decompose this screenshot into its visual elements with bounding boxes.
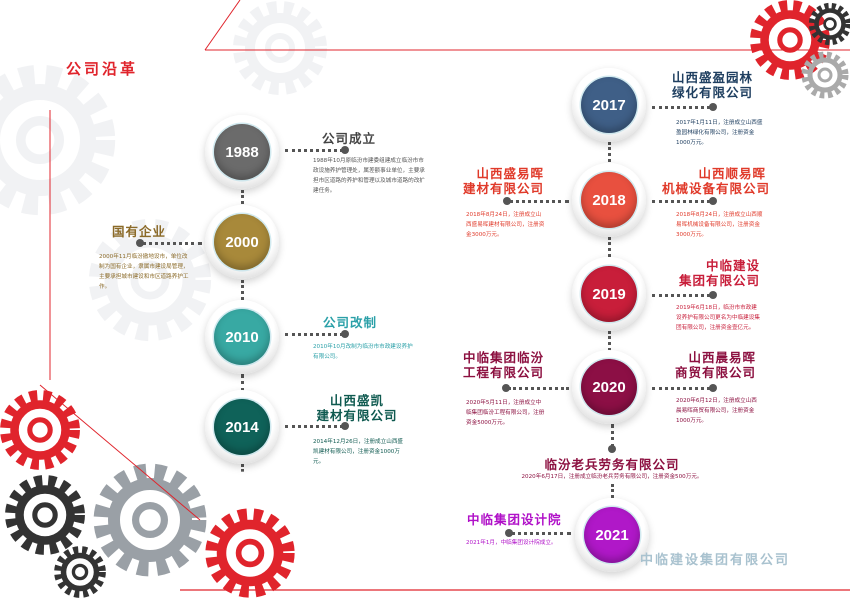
event-title-right: 山西晨易晖 商贸有限公司 — [672, 350, 756, 380]
event-title-left: 山西盛易晖 建材有限公司 — [462, 166, 544, 196]
event-title: 山西盛盈园林 绿化有限公司 — [672, 70, 753, 100]
event-desc-left: 2020年5月11日，注册成立中临集团临汾工程有限公司，注册资金5000万元。 — [466, 400, 545, 426]
title-line: 中临建设 — [705, 258, 760, 273]
connector-end — [341, 422, 349, 430]
year-label: 2017 — [581, 77, 637, 133]
event-desc-right: 2020年6月12日，注册成立山西晨易晖商贸有限公司，注册资金1000万元。 — [676, 398, 757, 424]
year-node-2019: 2019 — [572, 257, 646, 331]
connector-end — [503, 197, 511, 205]
connector — [509, 200, 569, 206]
connector-end — [709, 291, 717, 299]
connector-end — [505, 529, 513, 537]
gear-icon — [0, 76, 104, 204]
event-title-left: 中临集团临汾 工程有限公司 — [463, 350, 544, 380]
title-line: 山西顺易晖 — [698, 166, 766, 181]
event-title: 公司改制 — [323, 315, 378, 330]
connector — [511, 532, 571, 538]
year-node-2017: 2017 — [572, 68, 646, 142]
company-watermark: 中临建设集团有限公司 — [640, 553, 791, 568]
connector — [608, 331, 611, 351]
connector-end — [502, 384, 510, 392]
event-title: 中临集团设计院 — [467, 512, 562, 527]
title-line: 山西盛凯 — [329, 393, 384, 408]
connector-end — [709, 384, 717, 392]
connector-end — [136, 239, 144, 247]
connector — [652, 106, 710, 112]
connector-end — [709, 103, 717, 111]
year-node-2000: 2000 — [205, 205, 279, 279]
page-title: 公司沿革 — [66, 60, 139, 78]
title-line: 中临集团临汾 — [463, 350, 545, 365]
connector — [652, 200, 710, 206]
event-desc: 2017年1月11日，注册成立山西盛盈园林绿化有限公司，注册资金1000万元。 — [676, 120, 763, 146]
gear-icon — [58, 550, 102, 594]
year-label: 2010 — [214, 309, 270, 365]
event-desc: 1988年10月原临汾市建委组建成立临汾市市政设施养护管理处，属差额事业单位，主… — [313, 158, 425, 194]
event-title: 国有企业 — [112, 224, 167, 239]
title-line: 工程有限公司 — [463, 365, 545, 380]
connector — [285, 333, 343, 339]
year-label: 2000 — [214, 214, 270, 270]
gear-icon — [212, 515, 288, 591]
year-node-2014: 2014 — [205, 390, 279, 464]
event-desc: 2020年6月17日，注册成立临汾老兵劳务有限公司，注册资金500万元。 — [521, 474, 703, 480]
event-title: 临汾老兵劳务有限公司 — [544, 457, 680, 472]
connector — [611, 424, 614, 448]
connector — [611, 484, 614, 498]
year-label: 2021 — [584, 507, 640, 563]
title-line: 商贸有限公司 — [674, 365, 756, 380]
year-node-2018: 2018 — [572, 163, 646, 237]
event-desc-right: 2018年8月24日，注册成立山西顺易晖机械设备有限公司，注册资金3000万元。 — [676, 212, 763, 238]
connector — [508, 387, 569, 393]
event-desc: 2019年6月18日，临汾市市政建设养护有限公司更名为中临建设集团有限公司，注册… — [676, 305, 760, 331]
title-line: 绿化有限公司 — [672, 85, 754, 100]
event-title-right: 山西顺易晖 机械设备有限公司 — [662, 166, 769, 196]
connector — [608, 237, 611, 257]
connector — [241, 280, 244, 300]
connector-end — [341, 330, 349, 338]
year-node-2020: 2020 — [572, 350, 646, 424]
connector — [285, 425, 343, 431]
title-line: 建材有限公司 — [316, 408, 398, 423]
title-line: 山西盛盈园林 — [672, 70, 754, 85]
connector — [652, 387, 710, 393]
connector — [285, 149, 343, 155]
connector — [652, 294, 710, 300]
connector — [608, 142, 611, 162]
event-desc: 2010年10月改制为临汾市市政建设养护有限公司。 — [313, 344, 413, 360]
connector — [241, 374, 244, 392]
connector — [241, 464, 244, 472]
connector — [142, 242, 202, 248]
event-desc: 2021年1月，中临集团设计院成立。 — [466, 540, 557, 546]
gear-icon — [240, 8, 320, 88]
event-title: 公司成立 — [322, 131, 377, 146]
title-line: 集团有限公司 — [678, 273, 760, 288]
title-line: 机械设备有限公司 — [662, 181, 771, 196]
year-label: 2020 — [581, 359, 637, 415]
gear-icon — [102, 472, 198, 568]
connector-end — [341, 146, 349, 154]
connector-end — [709, 197, 717, 205]
gear-icon — [11, 481, 79, 549]
year-label: 2019 — [581, 266, 637, 322]
year-label: 2014 — [214, 399, 270, 455]
title-line: 山西盛易晖 — [476, 166, 544, 181]
title-line: 建材有限公司 — [462, 181, 544, 196]
event-desc-left: 2018年8月24日，注册成立山西盛易晖建材有限公司，注册资金3000万元。 — [466, 212, 545, 238]
year-label: 1988 — [214, 124, 270, 180]
year-node-2010: 2010 — [205, 300, 279, 374]
connector-end — [608, 445, 616, 453]
year-label: 2018 — [581, 172, 637, 228]
year-node-2021: 2021 — [575, 498, 649, 572]
gear-icon — [6, 396, 74, 464]
year-node-1988: 1988 — [205, 115, 279, 189]
event-desc: 2000年11月临汾撤地设市，单位改制为国有企业，隶属市建设局管理，主要承担城市… — [99, 254, 189, 290]
connector — [241, 190, 244, 210]
event-title: 山西盛凯 建材有限公司 — [312, 393, 402, 423]
event-desc: 2014年12月26日，注册成立山西盛凯建材有限公司，注册资金1000万元。 — [313, 439, 404, 465]
title-line: 山西晨易晖 — [688, 350, 756, 365]
event-title: 中临建设 集团有限公司 — [670, 258, 760, 288]
